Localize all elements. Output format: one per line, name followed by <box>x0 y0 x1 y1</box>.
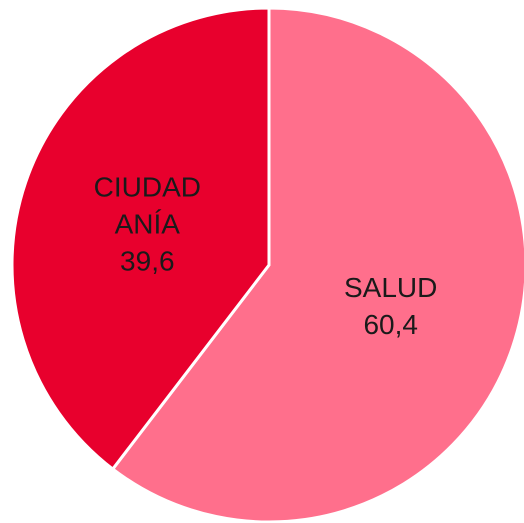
slice-label: CIUDADANÍA 39,6 <box>88 168 206 279</box>
category-label: SALUD <box>344 272 438 304</box>
pie-slice <box>10 6 271 472</box>
value-label: 60,4 <box>363 309 418 341</box>
slice-label: SALUD 60,4 <box>332 269 450 343</box>
value-label: 39,6 <box>120 245 175 277</box>
category-label: CIUDADANÍA <box>93 171 201 240</box>
pie-slice <box>110 6 524 523</box>
